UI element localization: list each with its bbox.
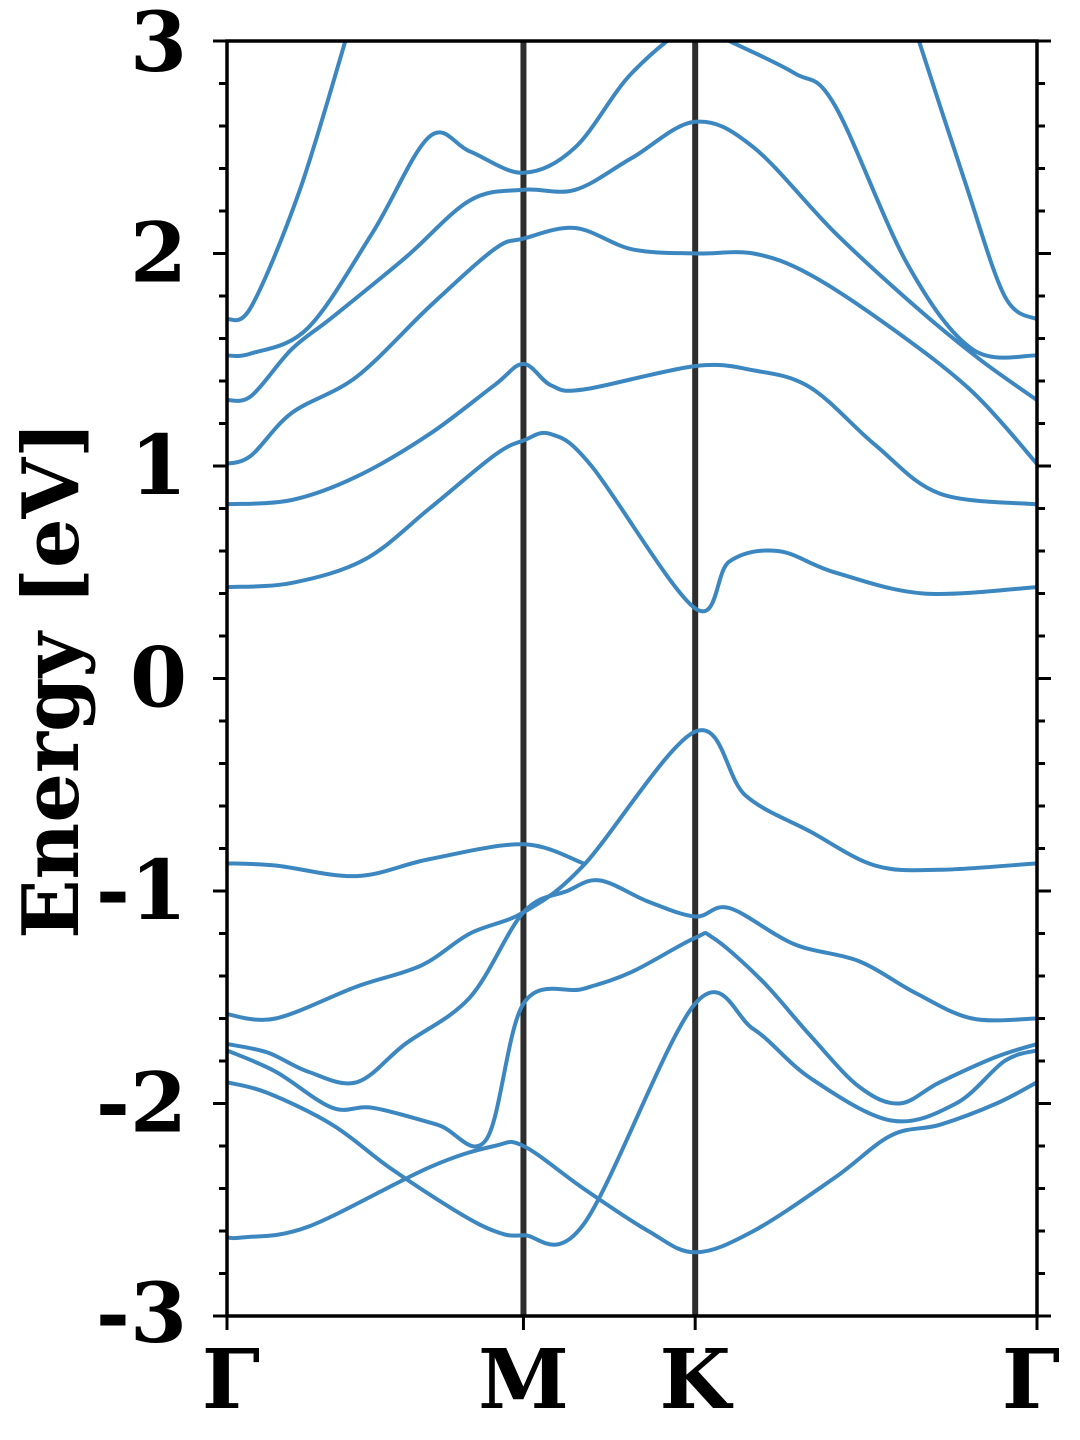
band-line-5 [227, 728, 1037, 1022]
band-line-13 [916, 41, 1037, 322]
x-tick-label-k: K [660, 1332, 734, 1428]
y-axis-ticks: -3 -2 -1 0 1 2 3 [96, 0, 1051, 1362]
y-tick-label: 1 [130, 418, 187, 514]
y-axis-label: Energy [eV] [6, 421, 97, 939]
y-tick-label: -1 [96, 843, 187, 939]
band-series [227, 41, 1037, 1255]
band-line-6 [227, 842, 585, 879]
x-tick-label-m: M [478, 1332, 569, 1428]
band-line-9 [227, 225, 1037, 466]
band-line-3 [227, 931, 1037, 1149]
y-tick-label: 0 [130, 631, 187, 727]
band-line-7 [227, 430, 1037, 614]
band-line-2 [227, 990, 1037, 1247]
band-line-10 [227, 119, 1037, 403]
x-tick-label-γ: Γ [1002, 1332, 1060, 1428]
band-line-8 [227, 362, 1037, 507]
band-line-11 [227, 41, 1037, 360]
y-tick-label: 2 [130, 206, 187, 302]
y-tick-label: -3 [96, 1266, 187, 1362]
band-line-12 [227, 41, 348, 323]
x-tick-label-γ: Γ [202, 1332, 260, 1428]
band-line-1 [227, 1080, 1037, 1255]
y-tick-label: 3 [130, 0, 187, 91]
y-tick-label: -2 [96, 1056, 187, 1152]
band-line-4 [227, 878, 1037, 1086]
